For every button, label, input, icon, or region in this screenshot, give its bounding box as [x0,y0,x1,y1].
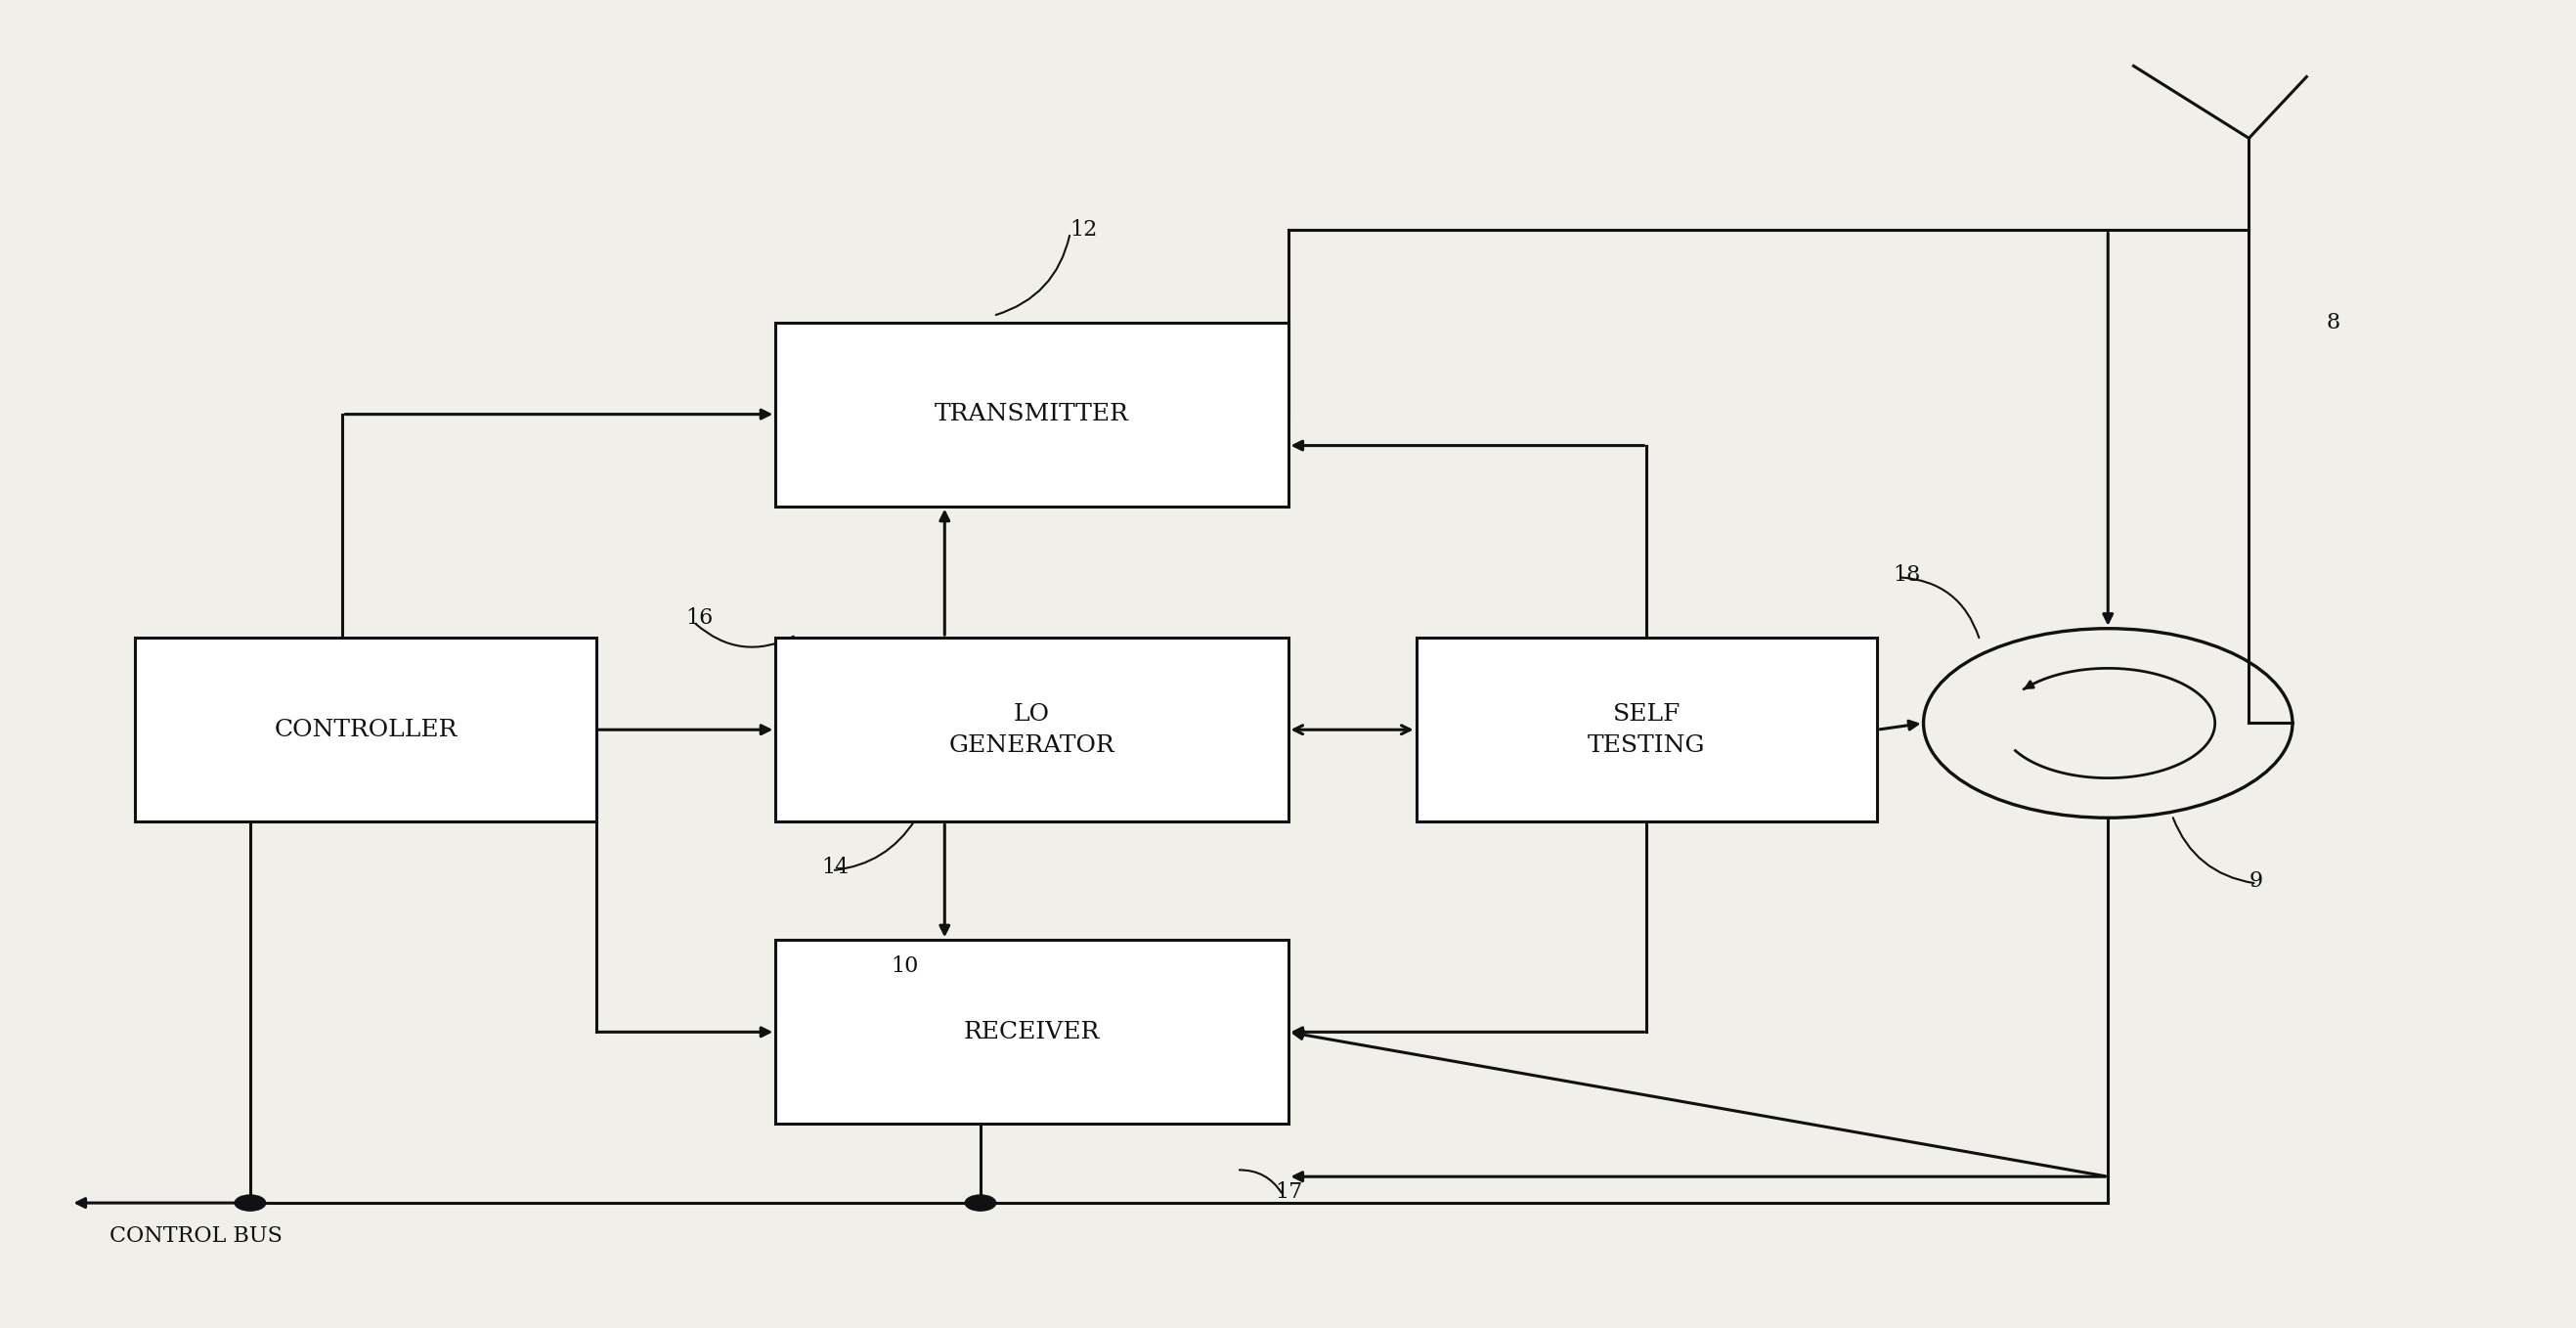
Text: CONTROL BUS: CONTROL BUS [108,1224,283,1247]
FancyBboxPatch shape [775,637,1288,822]
Text: SELF
TESTING: SELF TESTING [1587,703,1705,757]
Text: RECEIVER: RECEIVER [963,1021,1100,1044]
Circle shape [966,1195,997,1211]
Text: 12: 12 [1069,219,1097,240]
Text: TRANSMITTER: TRANSMITTER [935,402,1128,425]
FancyBboxPatch shape [775,323,1288,506]
Text: 10: 10 [891,956,920,977]
Text: 17: 17 [1275,1182,1303,1203]
Text: 14: 14 [822,857,850,879]
FancyBboxPatch shape [1417,637,1878,822]
Text: CONTROLLER: CONTROLLER [273,718,456,741]
Text: 18: 18 [1893,564,1922,586]
Text: 8: 8 [2326,312,2339,333]
Text: 16: 16 [685,607,714,628]
FancyBboxPatch shape [134,637,595,822]
Text: 9: 9 [2249,870,2262,891]
FancyBboxPatch shape [775,940,1288,1123]
Text: LO
GENERATOR: LO GENERATOR [948,703,1115,757]
Circle shape [234,1195,265,1211]
